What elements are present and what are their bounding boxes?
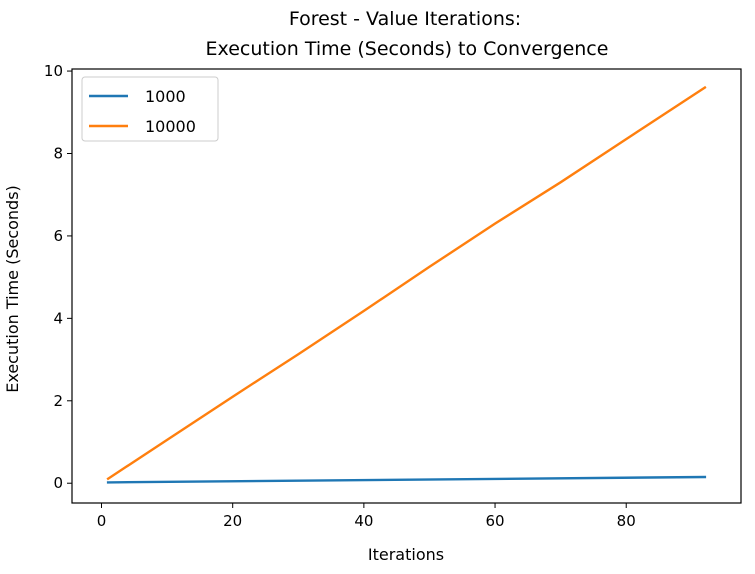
y-tick-label: 6 (53, 227, 63, 245)
y-tick-label: 8 (53, 144, 63, 162)
y-axis-ticks: 0 2 4 6 8 10 (44, 62, 72, 492)
x-axis-ticks: 0 20 40 60 80 (97, 503, 636, 530)
y-tick-label: 0 (53, 474, 63, 492)
x-axis-label: Iterations (368, 545, 444, 564)
x-tick-label: 80 (617, 512, 636, 530)
legend: 1000 10000 (81, 76, 219, 142)
legend-label-1000: 1000 (145, 87, 186, 106)
y-axis-label: Execution Time (Seconds) (3, 185, 22, 393)
y-tick-label: 4 (53, 309, 63, 327)
x-tick-label: 0 (97, 512, 107, 530)
series-line-10000 (106, 85, 707, 481)
x-tick-label: 60 (485, 512, 504, 530)
x-tick-label: 20 (223, 512, 242, 530)
y-tick-label: 10 (44, 62, 63, 80)
x-tick-label: 40 (354, 512, 373, 530)
series-layer (106, 85, 707, 484)
chart-title-line-1: Forest - Value Iterations: (289, 8, 521, 30)
chart-title-line-2: Execution Time (Seconds) to Convergence (206, 38, 609, 60)
y-tick-label: 2 (53, 392, 63, 410)
legend-label-10000: 10000 (145, 117, 196, 136)
series-line-1000 (106, 475, 707, 484)
